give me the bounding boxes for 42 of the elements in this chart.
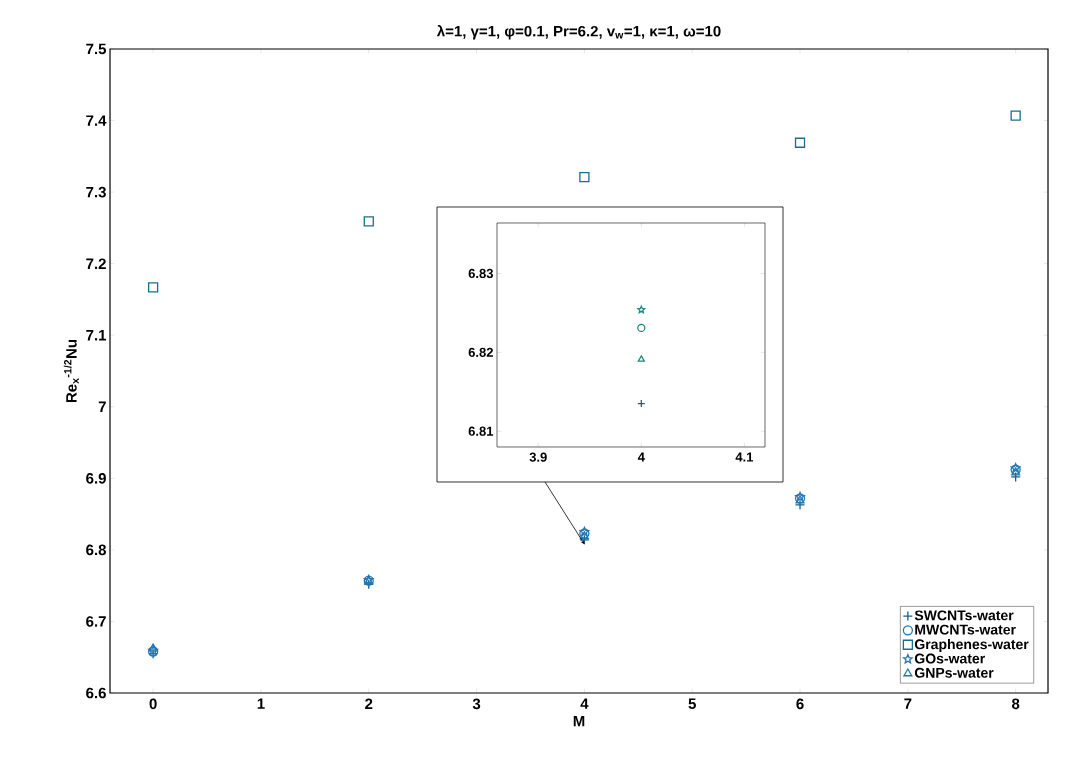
- y-tick-label: 7.5: [86, 43, 107, 55]
- point: [579, 534, 590, 546]
- point: [148, 643, 158, 652]
- y-tick-label: 7.2: [86, 258, 106, 269]
- y-axis-title: Re$_{x}$$^{-1/2}$Nu: [63, 339, 79, 403]
- legend-label: Graphenes-water: [914, 638, 1029, 652]
- x-tick-label: 2: [365, 698, 373, 710]
- x-tick-label: 4.1: [735, 452, 754, 462]
- y-tick-label: 6.7: [86, 616, 106, 627]
- point: [147, 282, 159, 293]
- legend-label: GNPs-water: [914, 667, 994, 678]
- point: [1010, 110, 1021, 121]
- y-tick-label: 7.4: [86, 115, 107, 126]
- x-tick-label: 7: [904, 698, 912, 709]
- x-tick-label: 5: [688, 698, 696, 709]
- chart-title: λ=1, γ=1, φ=0.1, Pr=6.2, v$_{w}$=1, κ=1, ω=10: [436, 25, 721, 40]
- point: [794, 137, 806, 148]
- legend-label: MWCNTs-water: [915, 624, 1016, 635]
- y-tick-label: 6.8: [86, 544, 106, 556]
- x-axis-title: M: [573, 716, 585, 727]
- y-tick-label: 7.3: [86, 186, 106, 198]
- x-tick-label: 1: [257, 698, 265, 709]
- point: [1010, 471, 1021, 483]
- y-tick-label: 7: [98, 401, 106, 412]
- x-tick-label: 8: [1011, 698, 1020, 710]
- x-tick-label: 3.9: [529, 452, 547, 462]
- y-tick-label: 6.82: [468, 347, 493, 357]
- y-tick-label: 6.6: [86, 687, 106, 699]
- x-tick-label: 4: [580, 698, 589, 709]
- legend-label: GOs-water: [914, 653, 985, 664]
- x-tick-label: 3: [472, 698, 481, 710]
- y-tick-label: 6.9: [86, 473, 106, 484]
- x-tick-label: 0: [149, 698, 157, 710]
- point: [363, 216, 374, 227]
- legend-label: SWCNTs-water: [914, 610, 1014, 621]
- x-tick-label: 4: [637, 452, 645, 462]
- y-tick-label: 6.81: [468, 426, 494, 436]
- point: [794, 499, 806, 510]
- y-tick-label: 7.1: [86, 330, 107, 341]
- y-tick-label: 6.83: [468, 268, 493, 279]
- x-tick-label: 6: [796, 698, 804, 710]
- point: [579, 171, 590, 183]
